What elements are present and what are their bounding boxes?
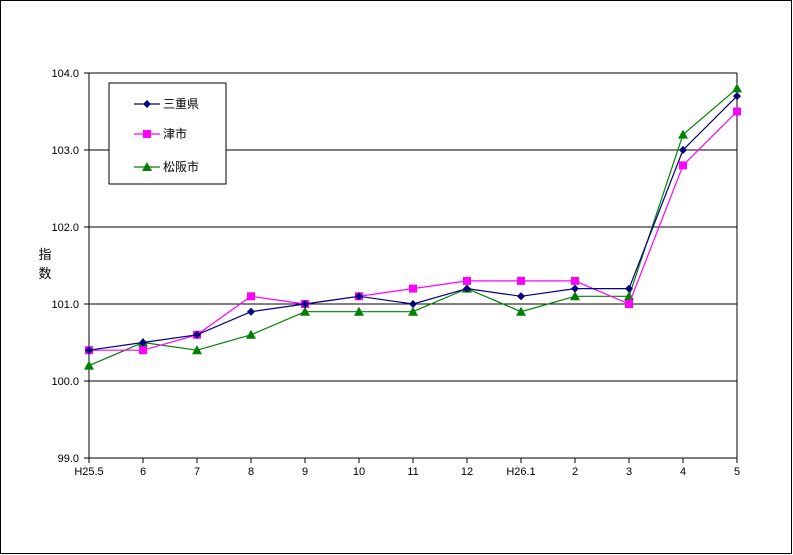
- data-point: [625, 284, 633, 293]
- x-tick-label: 2: [572, 466, 578, 478]
- y-tick-label: 102.0: [51, 222, 79, 234]
- legend-marker: [143, 130, 151, 138]
- x-tick-label: 7: [194, 466, 200, 478]
- x-tick-label: 11: [407, 466, 418, 478]
- data-point: [355, 292, 363, 301]
- x-tick-label: 3: [626, 466, 632, 478]
- data-point: [246, 329, 256, 339]
- data-point: [247, 307, 255, 316]
- x-tick-label: H25.5: [74, 466, 103, 478]
- data-point: [463, 284, 471, 293]
- y-tick-label: 104.0: [51, 68, 79, 80]
- data-point: [300, 306, 310, 316]
- legend-label: 三重県: [163, 97, 199, 111]
- data-point: [733, 92, 741, 101]
- data-point: [354, 306, 364, 316]
- y-tick-labels: 99.0 100.0 101.0 102.0 103.0 104.0: [51, 68, 79, 465]
- y-tick-label: 99.0: [58, 453, 79, 465]
- data-point: [517, 292, 525, 301]
- y-tick-label: 100.0: [51, 376, 79, 388]
- data-point: [85, 346, 93, 355]
- x-tick-label: 8: [248, 466, 254, 478]
- data-point: [139, 338, 147, 347]
- y-tick-label: 101.0: [51, 299, 79, 311]
- x-tick-label: H26.1: [506, 466, 535, 478]
- data-point: [193, 330, 201, 339]
- y-axis-label: 指数: [38, 248, 51, 282]
- data-point: [516, 306, 526, 316]
- data-point: [139, 346, 147, 355]
- y-axis-label-char: 指: [38, 248, 51, 263]
- series-1: [85, 92, 741, 355]
- y-tick-label: 103.0: [51, 145, 79, 157]
- legend-label: 津市: [163, 126, 187, 141]
- data-point: [570, 291, 580, 301]
- x-tick-labels: H25.5 6 7 8 9 10 11 12 H26.1 2 3 4 5: [74, 466, 740, 478]
- data-point: [247, 292, 255, 301]
- series-group: [84, 83, 742, 370]
- data-point: [408, 306, 418, 316]
- legend-box: [108, 82, 227, 185]
- x-tick-label: 12: [461, 466, 473, 478]
- x-tick-label: 10: [353, 466, 365, 478]
- x-tick-label: 6: [140, 466, 146, 478]
- data-point: [301, 300, 309, 308]
- data-point: [625, 300, 633, 308]
- data-point: [84, 360, 94, 370]
- data-point: [409, 284, 417, 293]
- legend-label: 松阪市: [163, 159, 199, 174]
- data-point: [679, 161, 687, 170]
- legend-marker: [142, 162, 152, 171]
- data-point: [463, 276, 471, 285]
- data-point: [571, 276, 579, 285]
- data-point: [732, 83, 742, 93]
- legend-marker: [143, 100, 151, 108]
- y-axis-label-char: 数: [38, 267, 51, 282]
- data-point: [678, 129, 688, 139]
- data-point: [733, 107, 741, 116]
- x-tick-label: 4: [680, 466, 686, 478]
- data-point: [192, 345, 202, 355]
- data-point: [679, 146, 687, 154]
- x-tick-label: 9: [302, 466, 308, 478]
- x-tick-label: 5: [734, 466, 740, 478]
- data-point: [517, 276, 525, 285]
- data-point: [571, 284, 579, 293]
- data-point: [409, 300, 417, 308]
